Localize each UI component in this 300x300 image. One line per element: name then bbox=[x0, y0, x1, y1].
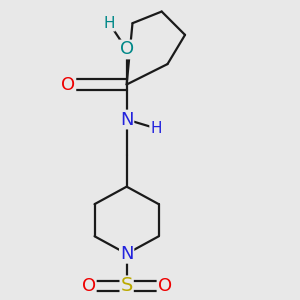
Text: H: H bbox=[150, 121, 162, 136]
Text: O: O bbox=[61, 76, 75, 94]
Text: O: O bbox=[82, 277, 96, 295]
Text: O: O bbox=[158, 277, 172, 295]
Text: N: N bbox=[120, 110, 134, 128]
Text: O: O bbox=[120, 40, 134, 58]
Text: S: S bbox=[121, 276, 133, 296]
Text: N: N bbox=[120, 245, 134, 263]
Text: H: H bbox=[103, 16, 115, 31]
